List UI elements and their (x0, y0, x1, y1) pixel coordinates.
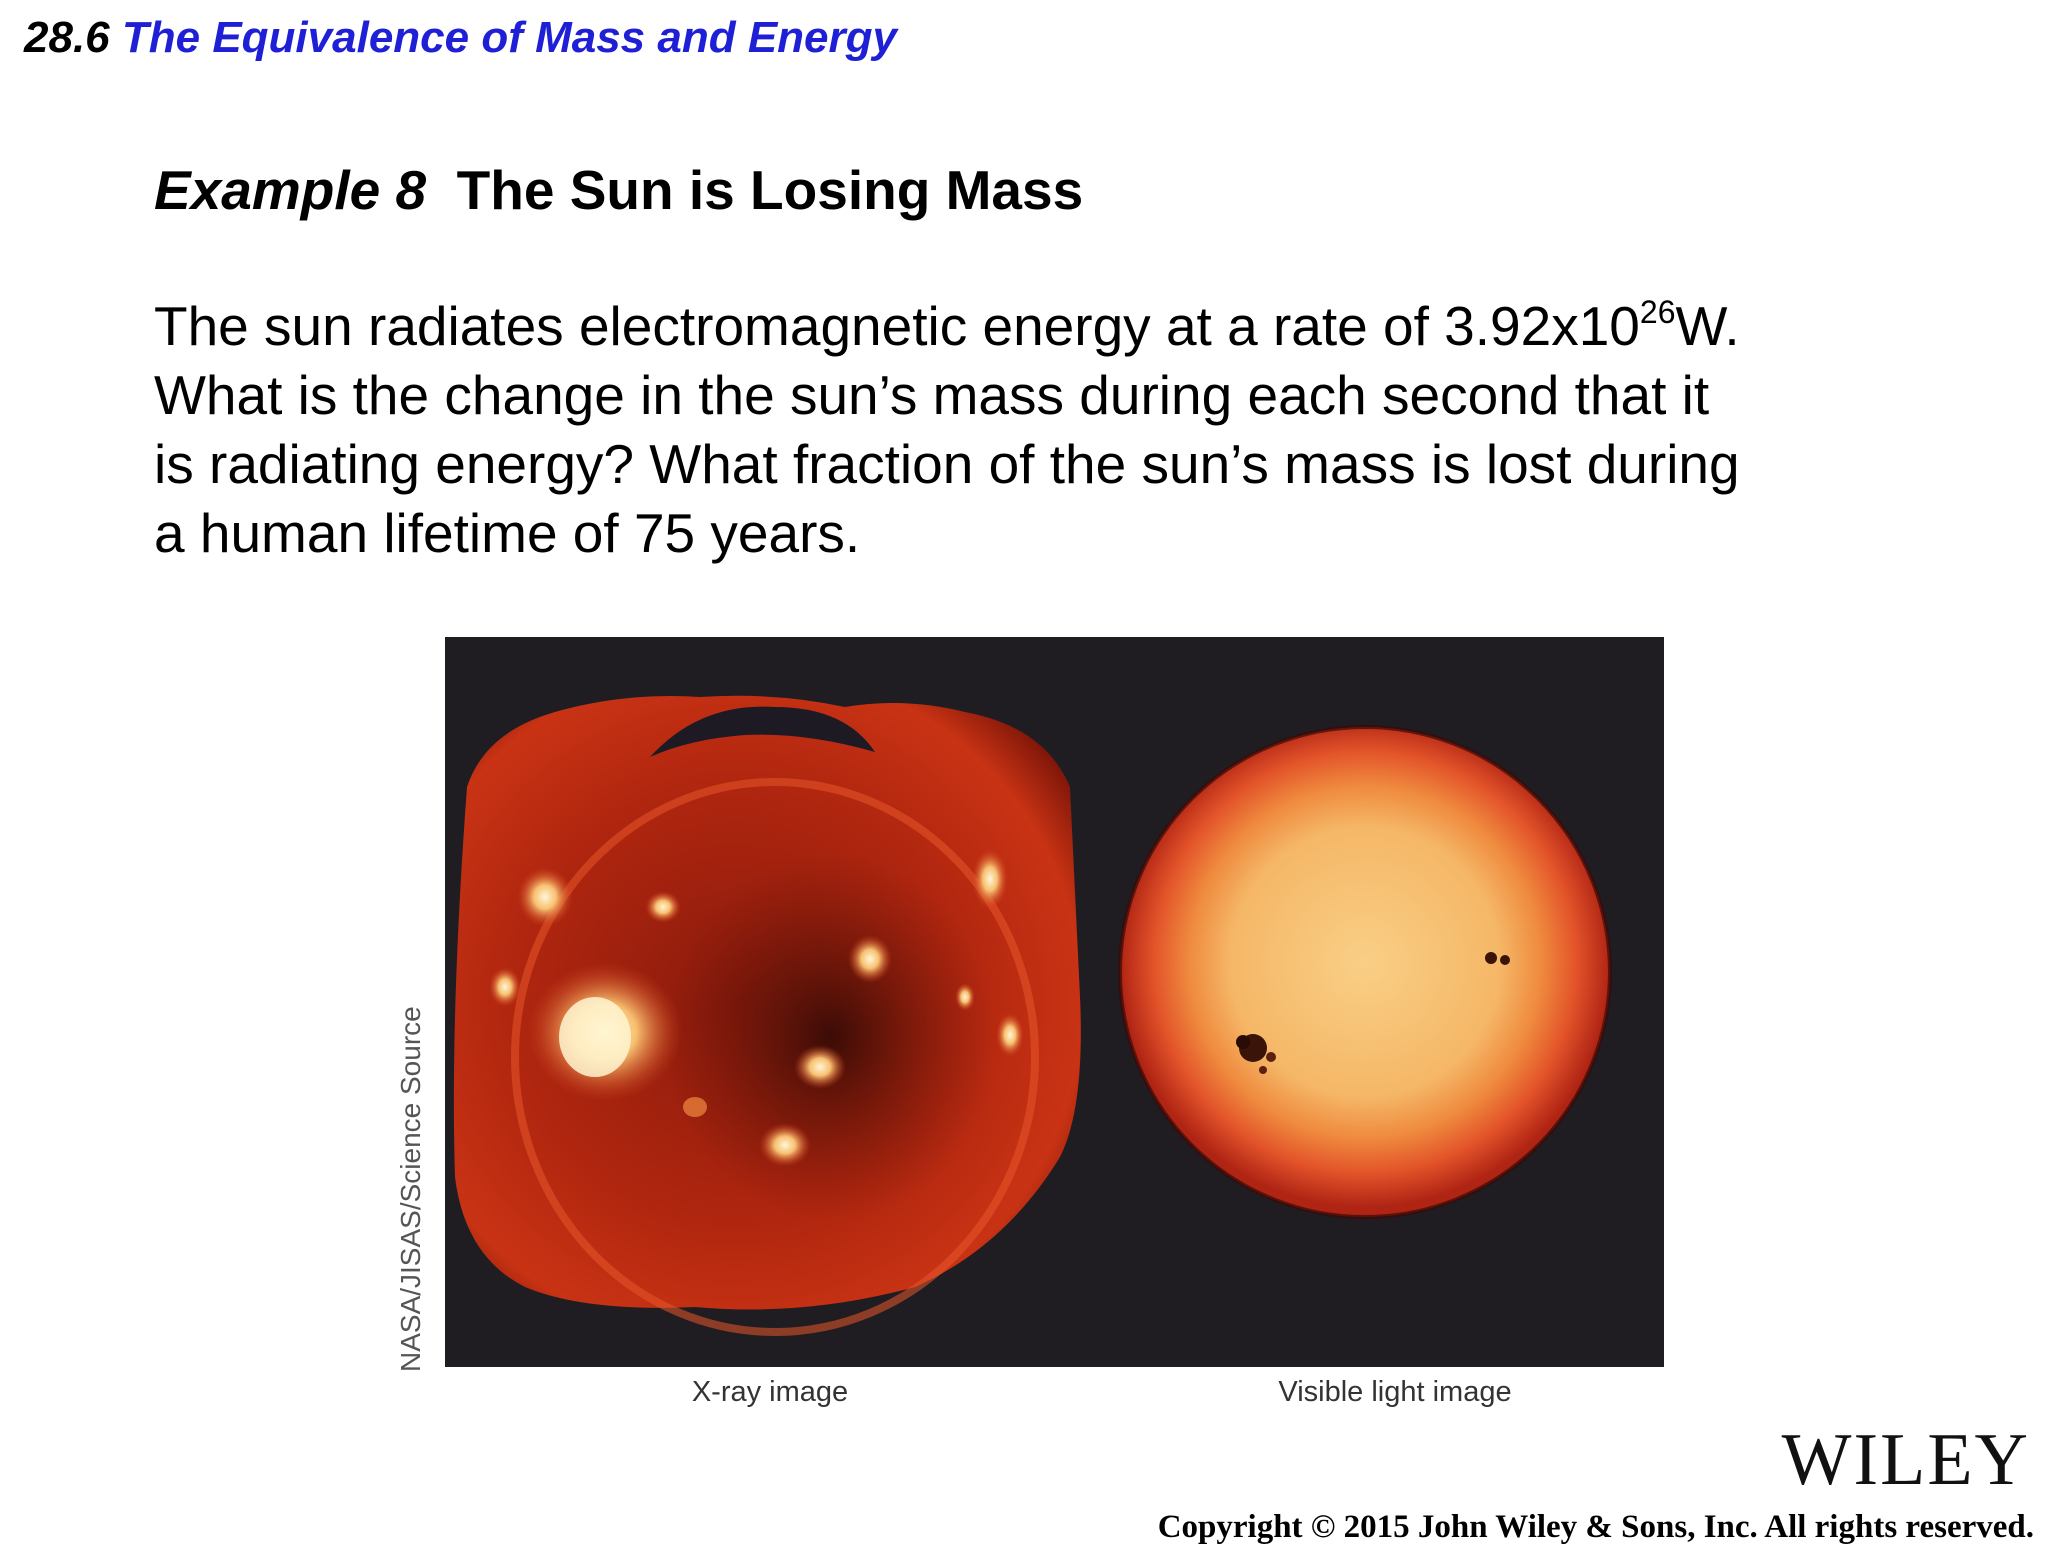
copyright-notice: Copyright © 2015 John Wiley & Sons, Inc.… (1157, 1509, 2034, 1545)
xray-caption: X-ray image (691, 1376, 849, 1408)
xray-sun-image (453, 695, 1081, 1336)
problem-line-2: What is the change in the sun’s mass dur… (154, 364, 1710, 426)
problem-line-3: is radiating energy? What fraction of th… (154, 433, 1740, 495)
problem-line-1-text: The sun radiates electromagnetic energy … (154, 295, 1640, 357)
unit-watts: W. (1675, 295, 1740, 357)
wiley-logo: WILEY (1781, 1419, 2030, 1501)
section-number: 28.6 (24, 13, 110, 62)
problem-line-4: a human lifetime of 75 years. (154, 502, 861, 564)
image-credit: NASA/JISAS/Science Source (395, 1006, 426, 1372)
visible-light-caption: Visible light image (1278, 1376, 1512, 1408)
visible-light-sun-image (1118, 725, 1612, 1219)
sun-images-figure (445, 637, 1664, 1367)
section-header: 28.6 The Equivalence of Mass and Energy (24, 12, 897, 64)
example-heading: Example 8 The Sun is Losing Mass (154, 158, 1083, 222)
example-title: The Sun is Losing Mass (456, 159, 1084, 221)
exponent: 26 (1639, 294, 1676, 330)
problem-line-1: The sun radiates electromagnetic energy … (154, 292, 1914, 361)
example-label: Example 8 (154, 159, 427, 221)
problem-statement: The sun radiates electromagnetic energy … (154, 292, 1914, 568)
section-title: The Equivalence of Mass and Energy (121, 13, 897, 62)
